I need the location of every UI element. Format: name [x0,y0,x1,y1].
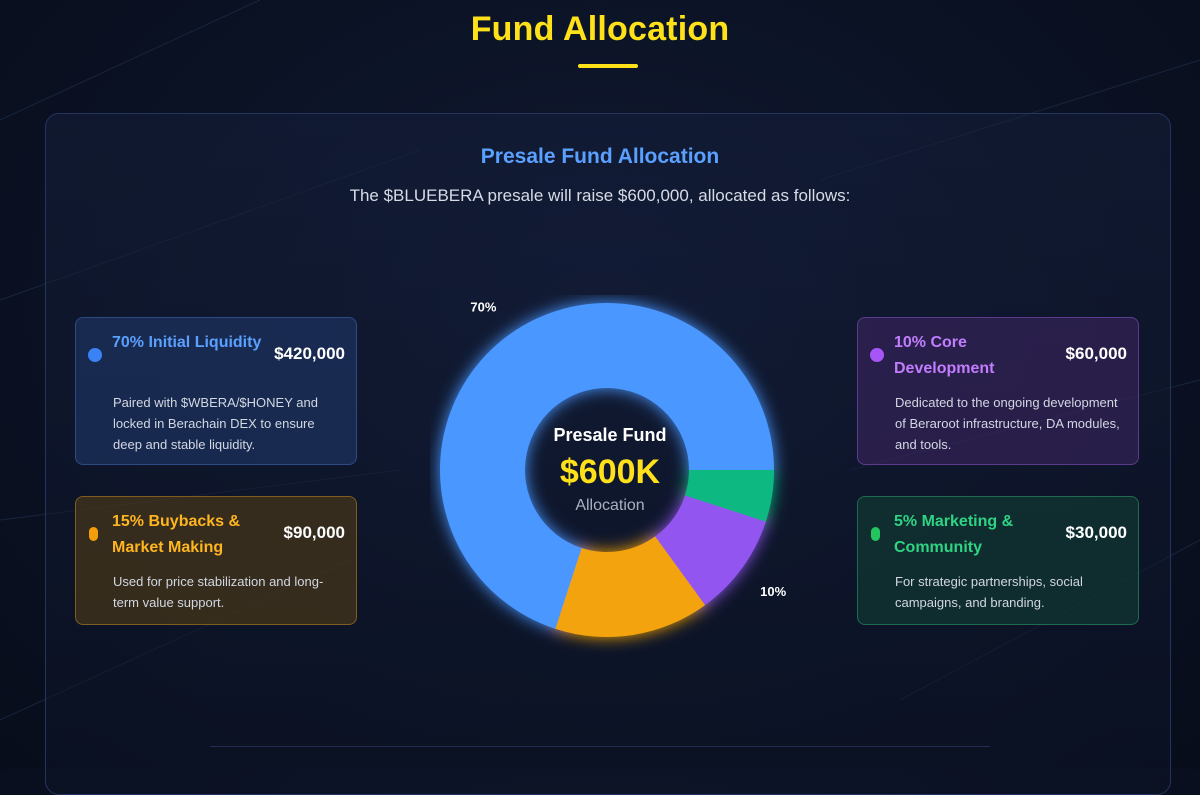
card-category: 70% Initial Liquidity [112,334,262,351]
donut-center-subtitle: Allocation [575,497,645,514]
liquidity-dot-icon [88,348,102,362]
allocation-card-buybacks: 15% Buybacks & Market Making $90,000 Use… [75,496,357,625]
allocation-card-core-development: 10% Core Development $60,000 Dedicated t… [857,317,1139,465]
allocation-card-marketing: 5% Marketing & Community $30,000 For str… [857,496,1139,625]
card-amount: $30,000 [1065,523,1127,542]
card-description: For strategic partnerships, social campa… [895,574,1083,610]
card-amount: $60,000 [1065,344,1127,363]
card-category: 5% Marketing & Community [894,513,1014,556]
allocation-card-liquidity: 70% Initial Liquidity $420,000 Paired wi… [75,317,357,465]
donut-slice-label-1: 70% [470,300,496,315]
card-amount: $90,000 [283,523,345,542]
donut-chart: 70%15%10%5% Presale Fund $600K Allocatio… [430,295,816,679]
panel-divider [210,746,990,747]
panel-description: The $BLUEBERA presale will raise $600,00… [349,186,851,205]
donut-slice-2 [555,536,706,637]
panel-subtitle: Presale Fund Allocation [480,145,720,168]
buybacks-dot-icon [89,527,98,541]
card-amount: $420,000 [274,344,345,363]
title-underline [578,64,638,68]
card-description: Paired with $WBERA/$HONEY and locked in … [113,395,318,452]
card-description: Used for price stabilization and long-te… [113,574,324,610]
donut-slice-3 [655,495,766,606]
page-title: Fund Allocation [470,10,730,48]
donut-slice-label-3: 10% [760,584,786,599]
donut-slice-4 [684,470,774,522]
donut-center-value: $600K [559,453,661,491]
donut-slice-label-2: 15% [625,664,651,665]
card-description: Dedicated to the ongoing development of … [895,395,1120,452]
core-dev-dot-icon [870,348,884,362]
card-category: 10% Core Development [894,334,995,377]
marketing-dot-icon [871,527,880,541]
donut-center-title: Presale Fund [553,425,667,445]
donut-slice-1 [440,303,774,629]
card-category: 15% Buybacks & Market Making [112,513,241,556]
